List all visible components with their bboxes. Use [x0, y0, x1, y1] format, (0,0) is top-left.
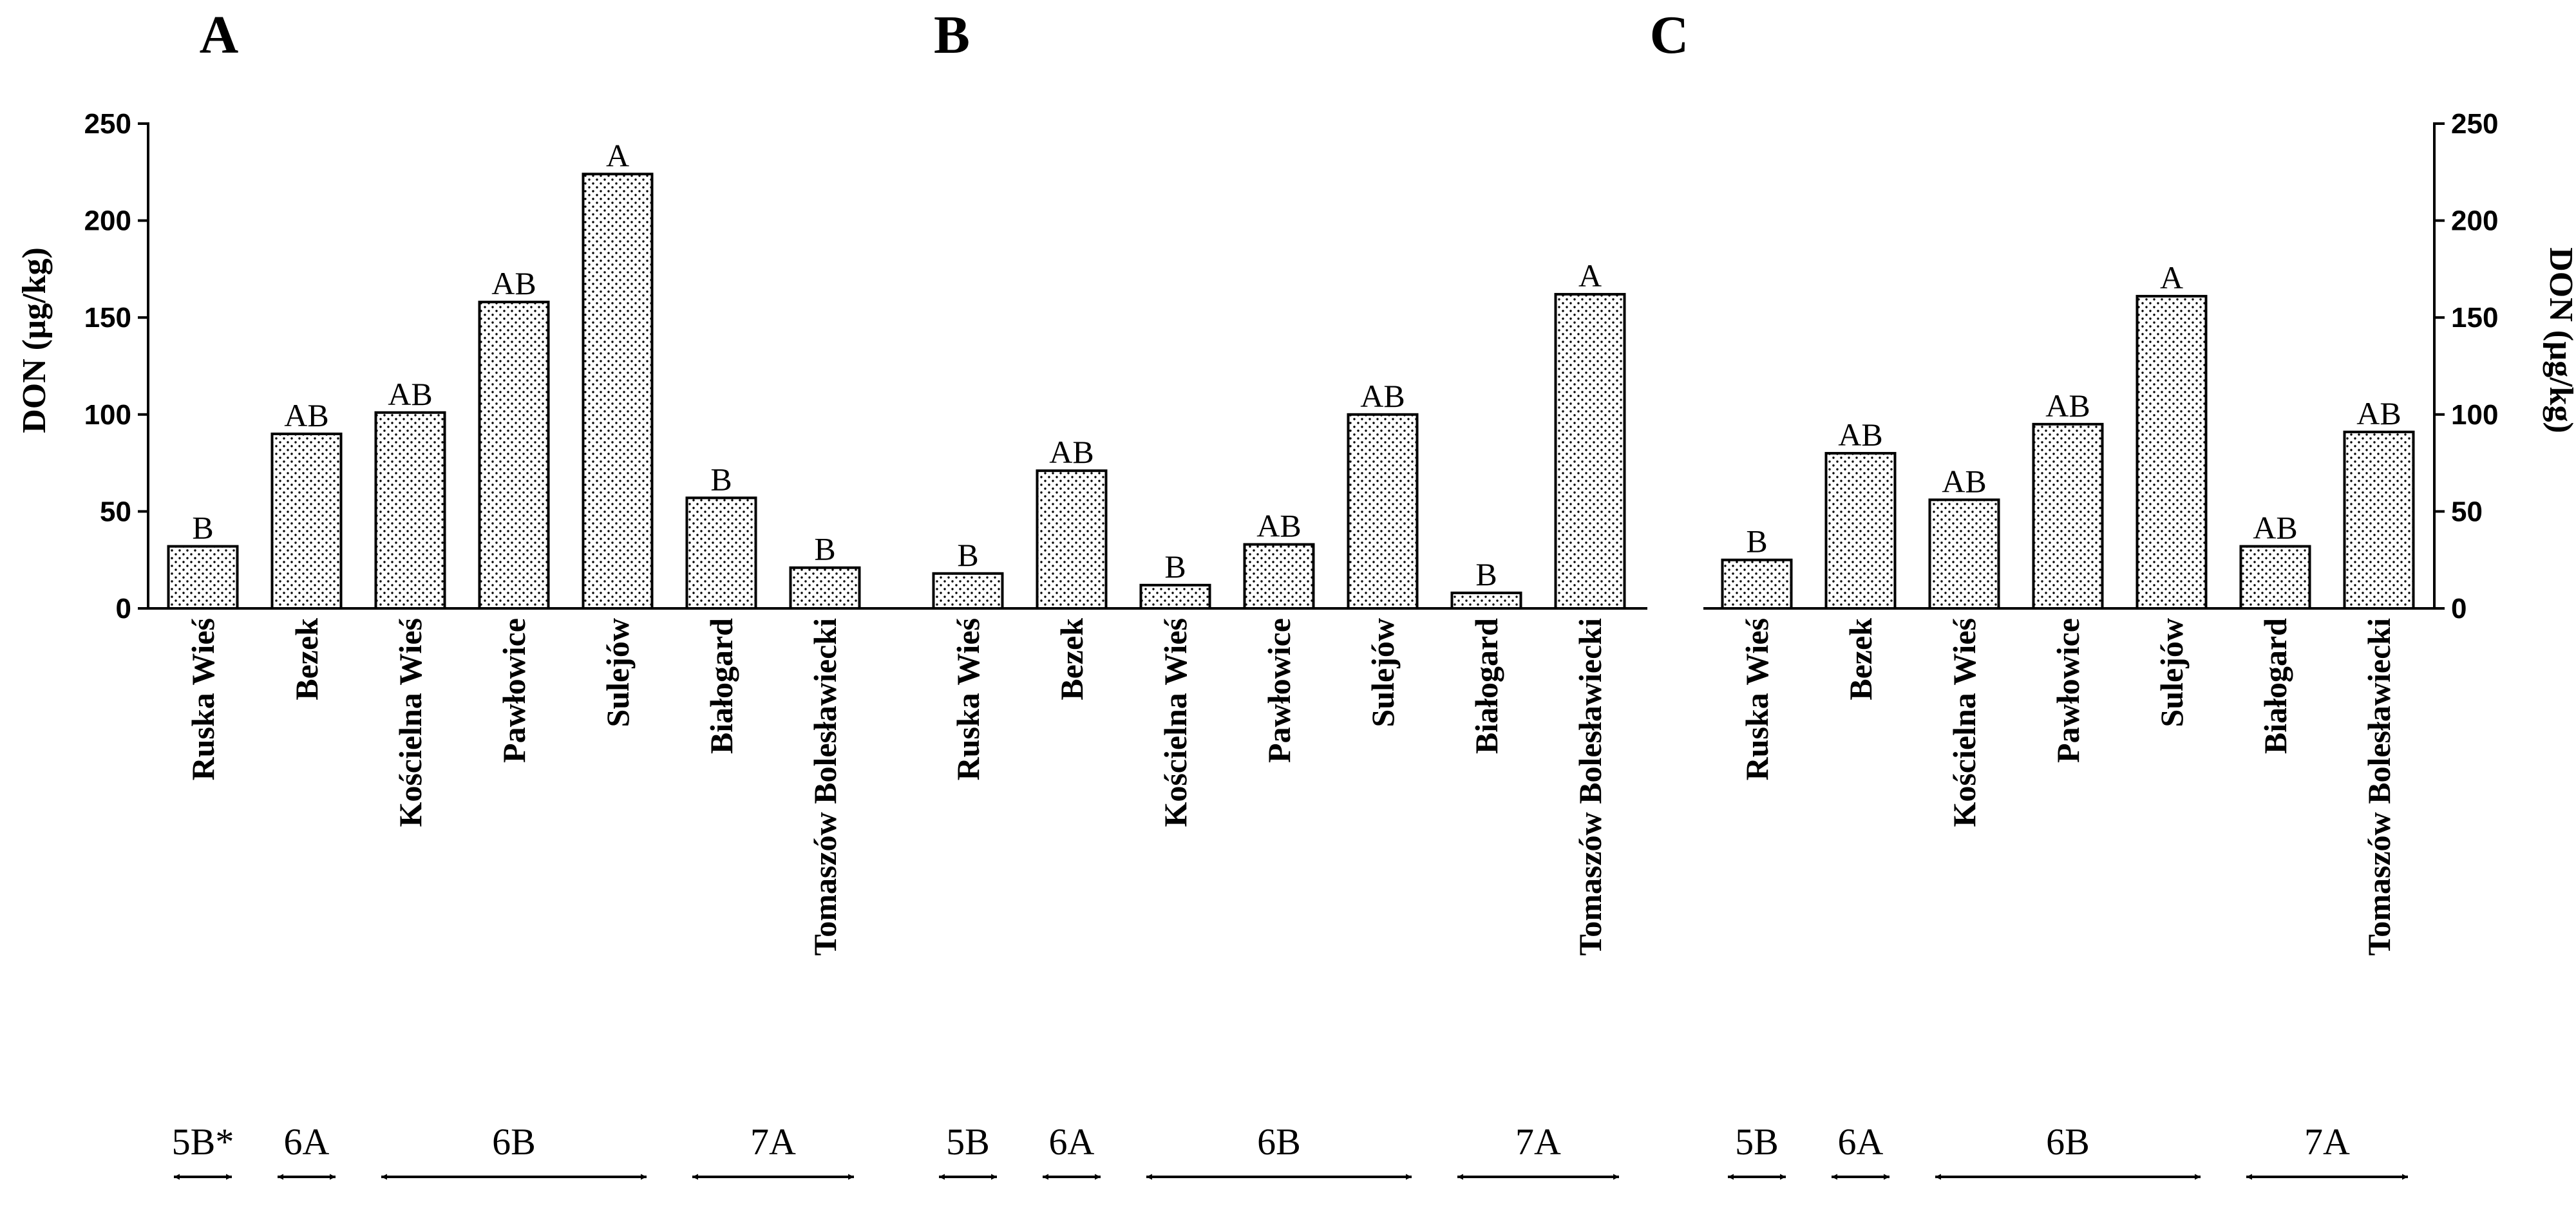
zone-label: 5B: [946, 1121, 990, 1163]
category-label: Kościelna Wieś: [1157, 618, 1193, 827]
category-label: Kościelna Wieś: [392, 618, 428, 827]
bar-3: [1139, 583, 1211, 610]
category-label: Białogard: [1468, 618, 1504, 754]
zone-label: 6A: [284, 1121, 330, 1163]
zone-label: 7A: [2304, 1121, 2350, 1163]
category-label: Ruska Wieś: [950, 618, 986, 780]
zone-label: 6A: [1049, 1121, 1095, 1163]
category-label: Tomaszów Bolesławiecki: [2361, 618, 2397, 956]
y-tick-label: 50: [2451, 496, 2483, 527]
zone-label: 5B*: [172, 1121, 234, 1163]
zone-label: 5B: [1735, 1121, 1779, 1163]
significance-label: AB: [284, 397, 328, 433]
y-tick-label: 50: [100, 496, 131, 527]
category-label: Białogard: [2257, 618, 2293, 754]
bar-6: [1450, 591, 1522, 610]
zone-label: 7A: [750, 1121, 796, 1163]
significance-label: AB: [388, 376, 432, 412]
bar-5: [1347, 413, 1419, 610]
y-tick-label: 200: [84, 205, 131, 237]
category-label: Białogard: [703, 618, 739, 754]
y-axis-title: DON (µg/kg): [16, 247, 53, 433]
category-label: Tomaszów Bolesławiecki: [1572, 618, 1608, 956]
bar-6: [2239, 545, 2311, 610]
significance-label: B: [1746, 523, 1767, 559]
significance-label: AB: [1360, 378, 1405, 414]
bar-2: [1036, 469, 1108, 610]
bar-6: [685, 496, 757, 610]
y-tick-label: 250: [84, 108, 131, 140]
zone-label: 6B: [492, 1121, 536, 1163]
y-tick-label: 250: [2451, 108, 2498, 140]
significance-label: B: [1164, 549, 1186, 585]
y-tick-label: 100: [2451, 399, 2498, 431]
bar-5: [582, 173, 654, 610]
significance-label: AB: [2253, 510, 2297, 546]
bar-2: [270, 432, 343, 610]
bar-4: [2032, 422, 2104, 610]
bar-4: [1243, 543, 1315, 610]
y-axis-title: DON (µg/kg): [2543, 247, 2576, 433]
zone-label: 6A: [1838, 1121, 1884, 1163]
category-label: Tomaszów Bolesławiecki: [807, 618, 843, 956]
bar-7: [1554, 293, 1626, 610]
significance-label: A: [606, 137, 629, 173]
significance-label: AB: [1049, 434, 1094, 470]
bar-7: [2343, 430, 2415, 610]
panel-letter: C: [1650, 5, 1689, 65]
bar-1: [932, 572, 1004, 610]
category-label: Pawłowice: [2050, 618, 2086, 763]
significance-label: AB: [1838, 417, 1882, 453]
category-label: Bezek: [1054, 618, 1090, 700]
category-label: Bezek: [1842, 618, 1879, 700]
y-tick-label: 150: [84, 302, 131, 333]
zone-label: 6B: [1257, 1121, 1301, 1163]
significance-label: B: [192, 510, 213, 546]
significance-label: B: [957, 537, 978, 573]
significance-label: AB: [491, 265, 536, 301]
y-tick-label: 150: [2451, 302, 2498, 333]
category-label: Ruska Wieś: [1739, 618, 1775, 780]
category-label: Bezek: [289, 618, 325, 700]
bar-1: [1721, 558, 1793, 610]
bar-3: [1928, 498, 2000, 610]
category-label: Ruska Wieś: [185, 618, 221, 780]
significance-label: AB: [1942, 463, 1986, 499]
significance-label: B: [1475, 556, 1497, 592]
significance-label: AB: [2356, 395, 2401, 431]
significance-label: A: [1578, 258, 1602, 294]
category-label: Pawłowice: [1261, 618, 1297, 763]
zone-label: 7A: [1515, 1121, 1561, 1163]
category-label: Kościelna Wieś: [1946, 618, 1982, 827]
bar-4: [478, 301, 550, 610]
significance-label: A: [2160, 259, 2183, 296]
category-label: Sulejów: [1365, 618, 1401, 727]
y-tick-label: 0: [116, 593, 131, 624]
bar-1: [167, 545, 239, 610]
bar-5: [2136, 295, 2208, 610]
category-label: Sulejów: [600, 618, 636, 727]
category-label: Pawłowice: [496, 618, 532, 763]
panel-letter: A: [200, 5, 239, 65]
y-tick-label: 200: [2451, 205, 2498, 237]
y-tick-label: 100: [84, 399, 131, 431]
bar-2: [1824, 452, 1897, 610]
significance-label: AB: [2045, 388, 2090, 424]
zone-label: 6B: [2046, 1121, 2090, 1163]
bar-3: [374, 411, 446, 610]
significance-label: B: [814, 531, 835, 567]
significance-label: B: [710, 461, 732, 497]
significance-label: AB: [1256, 508, 1301, 544]
y-tick-label: 0: [2451, 593, 2467, 624]
category-label: Sulejów: [2154, 618, 2190, 727]
panel-letter: B: [934, 5, 970, 65]
bar-7: [789, 566, 861, 610]
